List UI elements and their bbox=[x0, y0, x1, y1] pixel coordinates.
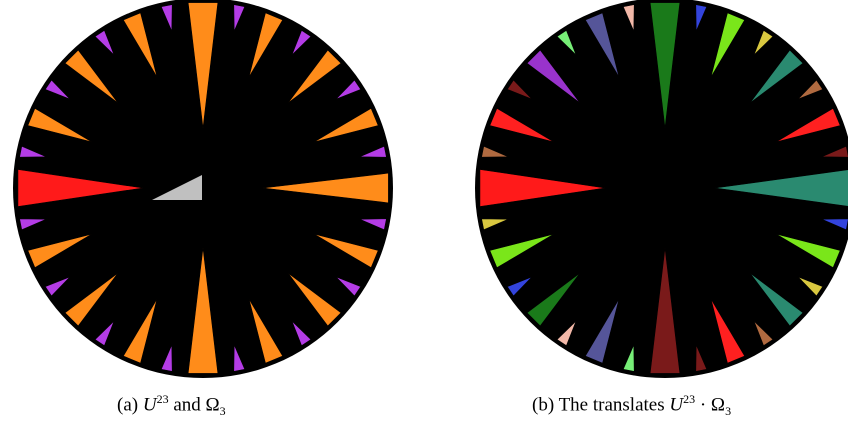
math-sub: 3 bbox=[220, 404, 226, 418]
figure-art bbox=[0, 0, 848, 390]
caption-label: (a) bbox=[117, 394, 138, 415]
math-sup: 23 bbox=[683, 392, 695, 406]
math: U bbox=[669, 394, 683, 415]
math-sup: 23 bbox=[157, 392, 169, 406]
math: U bbox=[143, 394, 157, 415]
page: (a) U23 and Ω3 (b) The translates U23 · … bbox=[0, 0, 848, 435]
math-sub: 3 bbox=[725, 404, 731, 418]
caption-text: The translates bbox=[559, 394, 665, 415]
caption-a: (a) U23 and Ω3 bbox=[117, 392, 226, 419]
caption-text: and Ω bbox=[173, 394, 219, 415]
caption-b: (b) The translates U23 · Ω3 bbox=[532, 392, 731, 419]
caption-text: · Ω bbox=[700, 394, 725, 415]
caption-label: (b) bbox=[532, 394, 554, 415]
